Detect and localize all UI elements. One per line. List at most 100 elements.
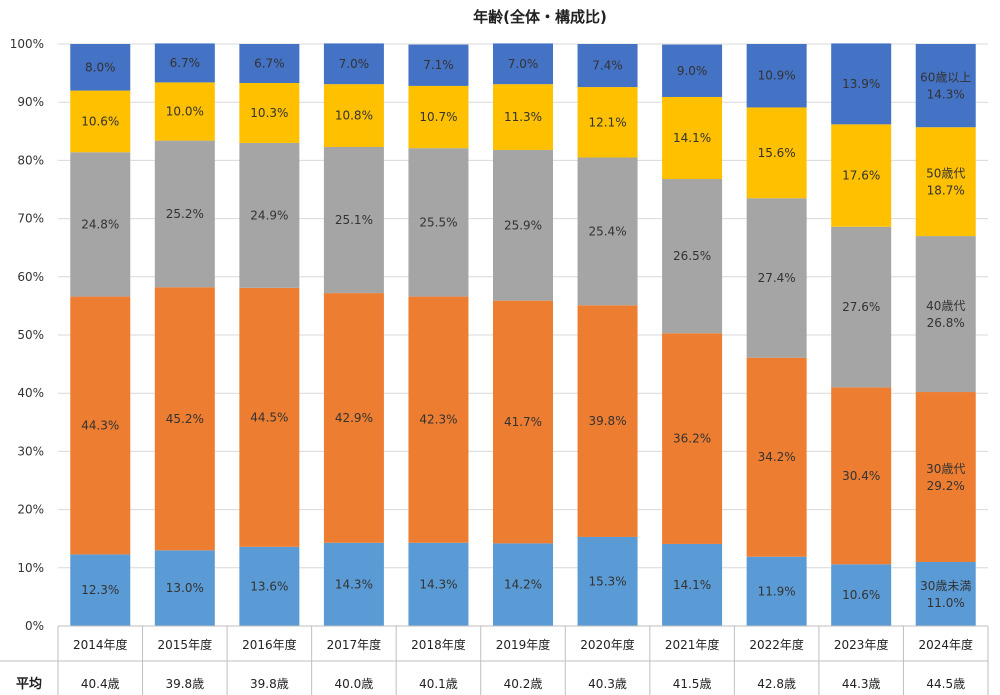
bar-segment [70,90,131,153]
x-tick-label: 2016年度 [242,637,297,652]
data-label: 14.3% [335,577,373,591]
data-label: 25.1% [335,213,373,227]
bar-segment [154,43,215,83]
data-label: 10.9% [758,69,796,83]
data-label: 25.2% [166,207,204,221]
data-label: 10.6% [842,588,880,602]
x-tick-label: 2019年度 [496,637,551,652]
data-label: 29.2% [927,479,965,493]
bar-segment [831,124,892,227]
bar-segment [577,44,638,88]
bar-segment [831,43,892,125]
average-age-label: 39.8歳 [250,677,289,691]
data-label: 11.0% [927,596,965,610]
bar-segment [915,236,976,393]
bar-segment [408,296,469,543]
data-label: 26.8% [927,316,965,330]
y-tick-label: 50% [17,328,44,342]
bar-segment [323,147,384,294]
series-name-label: 50歳代 [926,167,965,181]
data-label: 10.0% [166,105,204,119]
bar-segment [577,305,638,537]
series-name-label: 30歳未満 [920,579,971,593]
data-label: 26.5% [673,249,711,263]
data-label: 13.6% [250,579,288,593]
bar-segment [239,44,300,83]
bar-segment [831,226,892,388]
bar-segment [493,543,553,626]
bar-segment [323,84,384,148]
average-age-label: 40.4歳 [81,677,120,691]
average-age-label: 39.8歳 [165,677,204,691]
data-label: 10.8% [335,109,373,123]
data-label: 25.9% [504,218,542,232]
data-label: 25.5% [419,215,457,229]
bar-segment [746,556,807,626]
bar-segment [915,44,976,128]
bar-segment [915,392,976,562]
average-age-label: 40.1歳 [419,677,458,691]
data-label: 10.7% [419,110,457,124]
data-label: 14.3% [419,577,457,591]
category-table: 平均 2014年度 40.4歳 2015年度 39.8歳 2016年度 39.8歳 2017年… [0,625,989,695]
bar-segment [662,44,723,97]
bar-segment [239,82,300,143]
data-label: 30.4% [842,469,880,483]
bar-segment [493,300,553,544]
bar-segment [154,550,215,626]
data-label: 6.7% [170,56,201,70]
bar-segment [577,536,638,626]
y-tick-label: 90% [17,95,44,109]
data-label: 7.0% [508,57,539,71]
series-name-label: 40歳代 [926,299,965,313]
average-age-label: 40.2歳 [504,677,543,691]
x-tick-label: 2020年度 [580,637,635,652]
data-label: 6.7% [254,56,285,70]
data-label: 44.5% [250,410,288,424]
y-tick-label: 30% [17,444,44,458]
bar-segment [915,561,976,626]
data-label: 12.1% [588,115,626,129]
y-tick-label: 20% [17,503,44,517]
y-tick-label: 80% [17,153,44,167]
bar-segment [323,293,384,543]
average-age-label: 44.5歳 [926,677,965,691]
average-row-label: 平均 [16,676,42,692]
y-tick-label: 60% [17,270,44,284]
bar-segment [154,140,215,288]
bar-segment [154,287,215,551]
bar-segment [154,82,215,141]
bar-segment [831,564,892,626]
data-label: 24.9% [250,208,288,222]
bar-segment [662,96,723,180]
series-name-label: 30歳代 [926,462,965,476]
series-name-label: 60歳以上 [920,71,971,85]
data-label: 14.2% [504,578,542,592]
labels-layer: 12.3% 44.3% 24.8% 10.6% 8.0% 13.0% 45.2% 25.2% 1… [81,56,971,610]
bars-layer [70,43,976,626]
bar-segment [493,149,553,301]
data-label: 14.1% [673,131,711,145]
x-tick-label: 2023年度 [834,637,889,652]
data-label: 10.6% [81,114,119,128]
data-label: 7.1% [423,58,454,72]
data-label: 10.3% [250,106,288,120]
data-label: 13.9% [842,77,880,91]
data-label: 8.0% [85,60,116,74]
bar-segment [408,542,469,626]
data-label: 27.6% [842,300,880,314]
bar-segment [746,107,807,199]
data-label: 13.0% [166,581,204,595]
x-tick-label: 2017年度 [327,637,382,652]
bar-segment [70,152,131,297]
data-label: 24.8% [81,217,119,231]
bar-segment [239,546,300,626]
bar-segment [408,44,469,86]
bar-segment [408,148,469,297]
data-label: 7.0% [339,57,370,71]
data-label: 11.3% [504,110,542,124]
bar-segment [746,44,807,108]
average-age-label: 41.5歳 [673,677,712,691]
data-label: 18.7% [927,184,965,198]
data-label: 15.6% [758,146,796,160]
